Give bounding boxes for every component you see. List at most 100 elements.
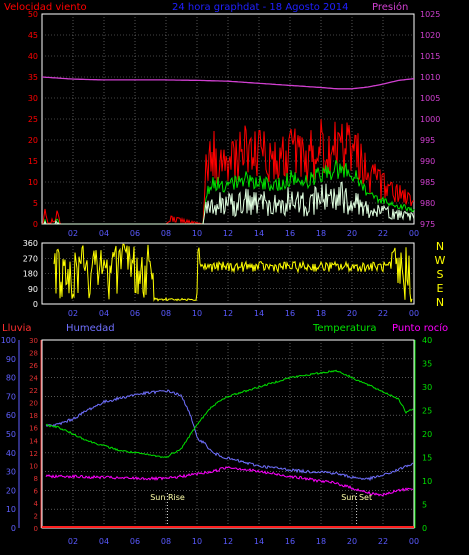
x-tick-label: 12: [223, 229, 233, 238]
y-tick-label-right: 980: [420, 199, 435, 208]
compass-label: W: [435, 254, 446, 267]
x-tick-label: 22: [378, 229, 388, 238]
humidity-tick-label: 30: [6, 468, 16, 477]
y-tick-label-right: 995: [420, 136, 435, 145]
wind-gust-series: [41, 119, 415, 225]
x-tick-label: 00: [409, 229, 419, 238]
y-tick-label-left: 45: [28, 31, 38, 40]
rain-tick-label: 16: [29, 425, 38, 433]
temperature-tick-label: 30: [422, 383, 432, 392]
dewpoint-series: [45, 466, 414, 497]
rain-tick-label: 4: [34, 500, 39, 508]
humidity-tick-label: 60: [6, 411, 16, 420]
temperature-tick-label: 0: [422, 524, 427, 533]
temperature-tick-label: 25: [422, 407, 432, 416]
y-tick-label-right: 1005: [420, 94, 440, 103]
y-tick-label-left: 10: [28, 178, 38, 187]
rain-tick-label: 0: [34, 525, 38, 533]
x-tick-label: 04: [99, 537, 109, 546]
humidity-tick-label: 0: [11, 524, 16, 533]
rain-tick-label: 30: [29, 337, 38, 345]
y-tick-label-left: 35: [28, 73, 38, 82]
compass-label: E: [437, 282, 444, 295]
dewpoint-axis-title: Punto rocío: [392, 322, 448, 334]
y-tick-label-left: 25: [28, 115, 38, 124]
wind-pressure-panel: 0510152025303540455097598098599099510001…: [28, 10, 441, 238]
y-tick-label-right: 990: [420, 157, 435, 166]
chart-title: 24 hora graphdat - 18 Agosto 2014: [172, 2, 349, 13]
y-tick-label-left: 0: [33, 220, 38, 229]
humidity-tick-label: 90: [6, 355, 16, 364]
y-tick-label-left: 5: [33, 199, 38, 208]
rain-tick-label: 18: [29, 412, 38, 420]
x-tick-label: 18: [316, 537, 326, 546]
y-tick-label-left: 0: [33, 300, 38, 309]
temperature-tick-label: 10: [422, 477, 432, 486]
temperature-tick-label: 5: [422, 501, 427, 510]
humidity-tick-label: 100: [1, 336, 16, 345]
y-tick-label-right: 1010: [420, 73, 440, 82]
x-tick-label: 10: [192, 537, 202, 546]
y-tick-label-right: 1015: [420, 52, 440, 61]
y-tick-label-left: 90: [28, 285, 38, 294]
rain-tick-label: 26: [29, 362, 38, 370]
wind-speed-series: [42, 181, 415, 225]
y-tick-label-left: 270: [23, 254, 38, 263]
y-tick-label-left: 30: [28, 94, 38, 103]
rain-tick-label: 12: [29, 450, 38, 458]
x-tick-label: 00: [409, 309, 419, 318]
x-tick-label: 16: [285, 309, 295, 318]
rain-tick-label: 10: [29, 462, 38, 470]
x-tick-label: 20: [347, 229, 357, 238]
rain-tick-label: 8: [34, 475, 38, 483]
temperature-tick-label: 35: [422, 360, 432, 369]
x-tick-label: 10: [192, 309, 202, 318]
humidity-series: [45, 389, 414, 482]
pressure-series: [41, 76, 415, 90]
y-tick-label-right: 975: [420, 220, 435, 229]
rain-tick-label: 28: [29, 350, 38, 358]
y-tick-label-right: 1020: [420, 31, 440, 40]
x-tick-label: 02: [68, 229, 78, 238]
humidity-tick-label: 20: [6, 486, 16, 495]
humidity-tick-label: 70: [6, 392, 16, 401]
wind-direction-series: [53, 243, 413, 303]
humidity-axis-title: Humedad: [66, 323, 115, 334]
x-tick-label: 14: [254, 309, 264, 318]
y-tick-label-right: 985: [420, 178, 435, 187]
rain-axis-title: Lluvia: [2, 323, 32, 334]
rain-tick-label: 2: [34, 512, 38, 520]
x-tick-label: 22: [378, 309, 388, 318]
x-tick-label: 02: [68, 309, 78, 318]
humidity-tick-label: 10: [6, 505, 16, 514]
x-tick-label: 12: [223, 309, 233, 318]
x-tick-label: 22: [378, 537, 388, 546]
x-tick-label: 02: [68, 537, 78, 546]
y-tick-label-left: 15: [28, 157, 38, 166]
x-tick-label: 12: [223, 537, 233, 546]
temperature-axis-title: Temperatura: [312, 323, 377, 334]
sunrise-label: Sun Rise: [150, 493, 185, 502]
humidity-tick-label: 40: [6, 449, 16, 458]
pressure-axis-title: Presión: [372, 1, 408, 13]
y-tick-label-left: 20: [28, 136, 38, 145]
compass-label: N: [436, 240, 444, 253]
x-tick-label: 14: [254, 537, 264, 546]
y-tick-label-right: 1025: [420, 10, 440, 19]
rain-tick-label: 14: [29, 437, 38, 445]
humidity-temperature-panel: 0102030405060708090100024681012141618202…: [1, 336, 432, 546]
wind-speed-axis-title: Velocidad viento: [4, 2, 87, 13]
y-tick-label-left: 40: [28, 52, 38, 61]
x-tick-label: 06: [130, 229, 140, 238]
compass-label: S: [437, 268, 444, 281]
temperature-tick-label: 40: [422, 336, 432, 345]
temperature-series: [45, 369, 414, 459]
temperature-tick-label: 15: [422, 454, 432, 463]
x-tick-label: 16: [285, 537, 295, 546]
x-tick-label: 04: [99, 309, 109, 318]
x-tick-label: 08: [161, 309, 171, 318]
x-tick-label: 20: [347, 309, 357, 318]
humidity-tick-label: 50: [6, 430, 16, 439]
